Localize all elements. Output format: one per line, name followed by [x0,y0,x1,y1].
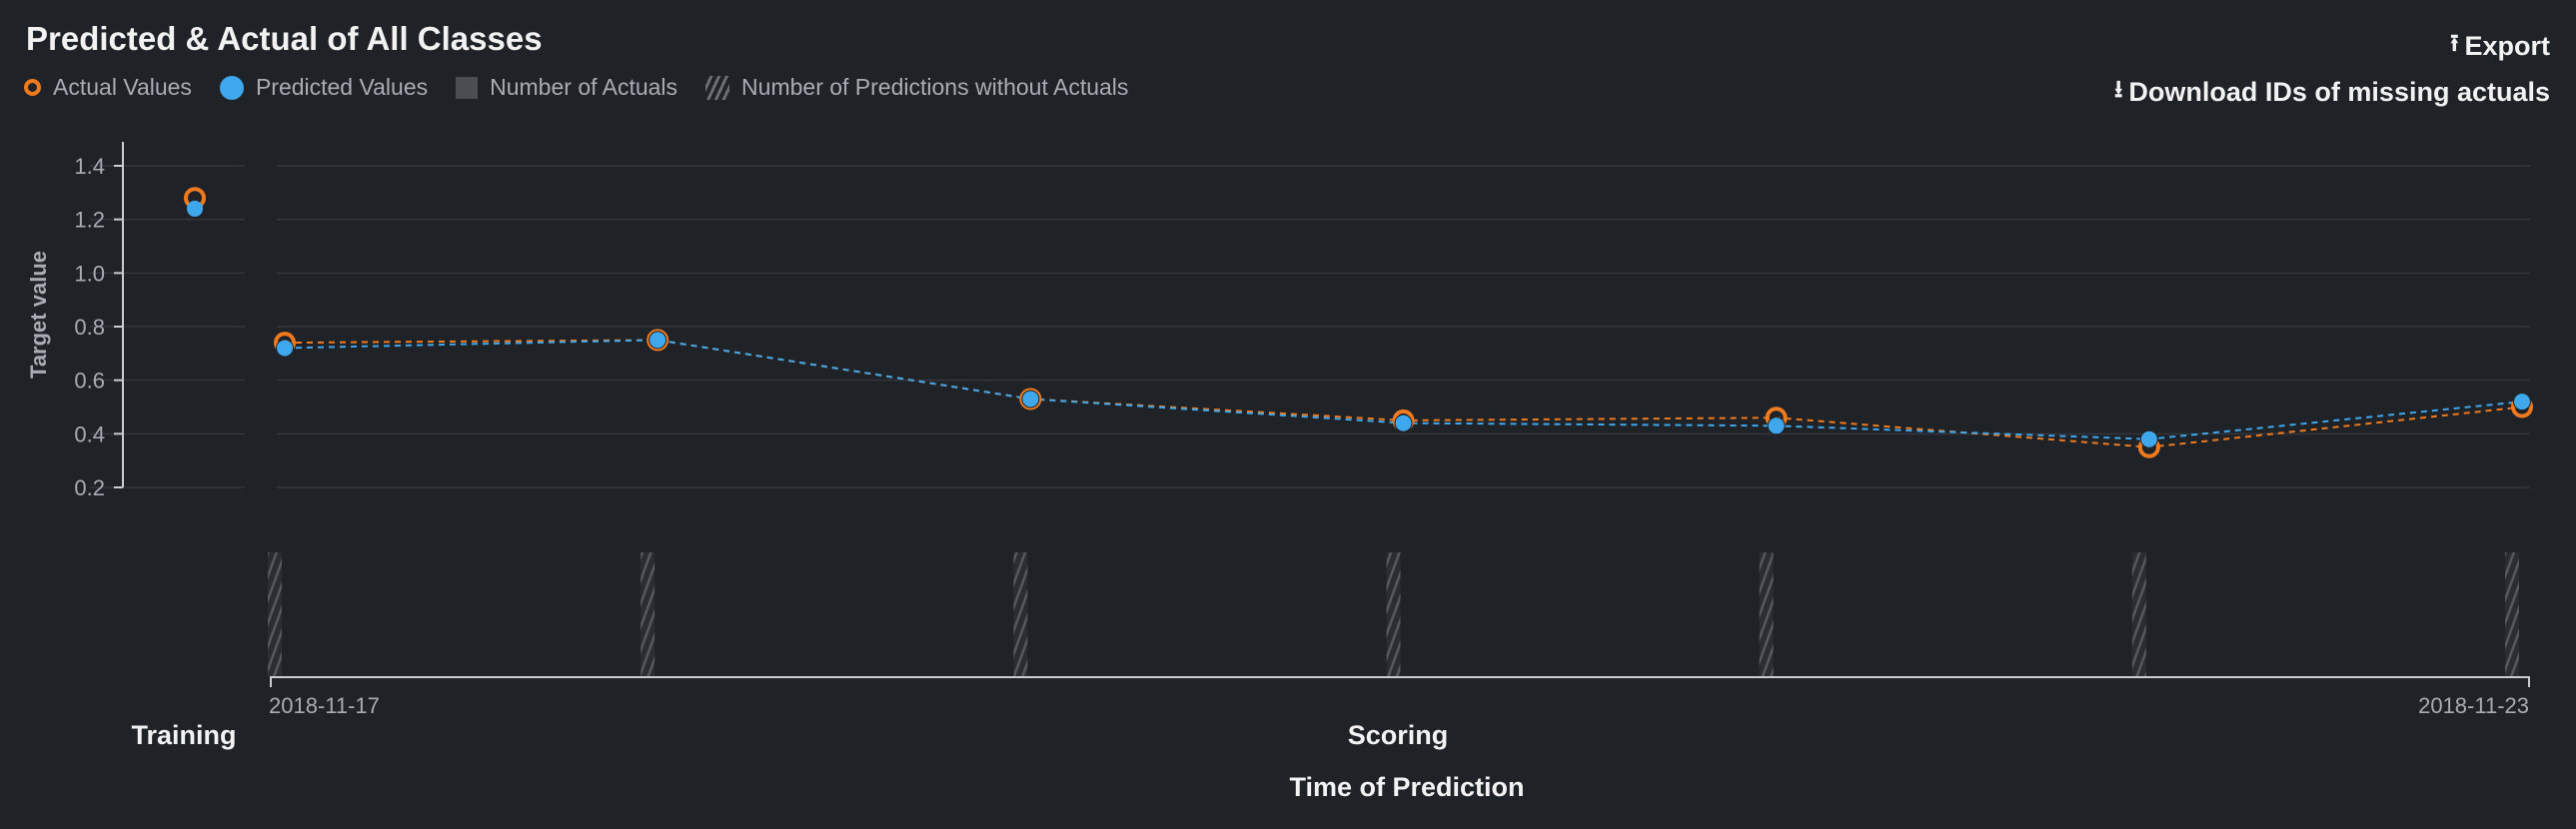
legend-label-num-actuals: Number of Actuals [490,74,678,100]
legend-label-predicted: Predicted Values [255,74,429,100]
training-predicted-point [187,200,203,217]
prediction-count-bar [1759,552,1774,677]
prediction-count-bar [2131,552,2146,677]
upload-icon: ⭱ [2450,30,2459,57]
training-label: Training [131,720,236,750]
download-icon: ⭳ [2114,76,2123,103]
x-end-label: 2018-11-23 [2418,693,2529,718]
y-tick-label: 1.0 [74,261,105,286]
prediction-count-bars [268,552,2519,677]
hatch-bar-icon [705,75,730,100]
scoring-label: Scoring [1348,720,1449,750]
prediction-count-bar [2505,552,2519,677]
download-missing-actuals-button[interactable]: ⭳ Download IDs of missing actuals [2114,72,2550,113]
prediction-count-bar [268,552,282,677]
count-bar-icon [456,76,479,99]
x-axis-title: Time of Prediction [1289,772,1524,802]
legend-item-num-actuals[interactable]: Number of Actuals [456,74,677,101]
y-tick-label: 1.2 [74,208,105,233]
grid-lines [90,165,2530,488]
predicted-point [276,339,294,358]
y-tick-label: 1.4 [74,154,105,179]
y-tick-label: 0.2 [74,475,105,500]
predicted-point [648,331,667,350]
legend-item-actual[interactable]: Actual Values [24,74,192,101]
y-axis: 0.2 0.4 0.6 0.8 1.0 1.2 1.4 [74,142,124,500]
prediction-count-bar [641,552,655,677]
y-tick-label: 0.8 [74,315,105,340]
chart-legend: Actual Values Predicted Values Number of… [24,74,1156,101]
legend-item-predicted[interactable]: Predicted Values [219,74,429,101]
actual-marker-icon [24,79,41,96]
predicted-point [1021,390,1040,409]
page-title: Predicted & Actual of All Classes [26,20,543,57]
y-tick-label: 0.6 [74,369,105,394]
legend-item-num-pred-no-actuals[interactable]: Number of Predictions without Actuals [705,74,1128,101]
predicted-marker-icon [219,75,244,100]
export-label: Export [2464,31,2550,61]
export-button[interactable]: ⭱ Export [2450,26,2550,67]
predicted-point [1767,416,1786,435]
prediction-count-bar [1013,552,1028,677]
predicted-point [1394,414,1413,432]
download-label: Download IDs of missing actuals [2128,77,2550,107]
predicted-point [2139,429,2158,448]
predicted-point [2513,393,2531,412]
series-points [184,187,2533,458]
y-axis-title: Target value [26,251,51,379]
prediction-count-bar [1386,552,1401,677]
y-tick-label: 0.4 [74,421,105,446]
x-start-label: 2018-11-17 [269,693,380,718]
legend-label-actual: Actual Values [53,74,192,100]
legend-label-num-pred-no-actuals: Number of Predictions without Actuals [741,74,1129,100]
